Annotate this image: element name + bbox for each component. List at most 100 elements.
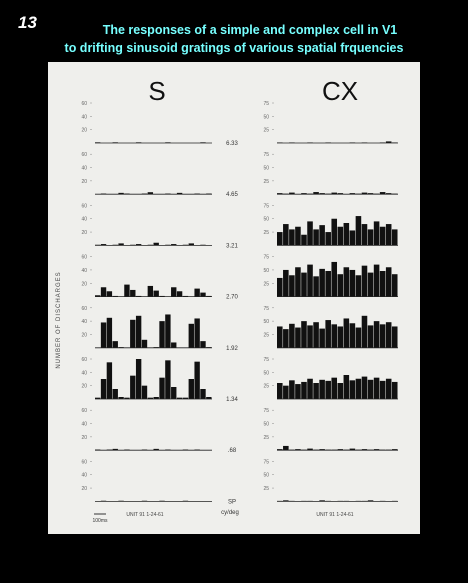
y-tick-label: 60 <box>81 459 87 465</box>
histogram-bar <box>379 380 386 399</box>
y-tick-label: 20 <box>81 486 87 492</box>
histogram-bar <box>277 383 283 399</box>
histogram-bar <box>289 275 295 297</box>
histogram-bar <box>188 379 194 399</box>
histogram-bar <box>307 325 313 348</box>
frequency-label: 6.33 <box>226 141 238 147</box>
histogram-bar <box>171 244 177 246</box>
histogram-bar <box>159 377 165 399</box>
y-tick-label: 25 <box>263 281 269 287</box>
histogram-bar <box>367 379 374 399</box>
histogram-bar <box>337 449 344 451</box>
histogram-bar <box>307 378 313 399</box>
histogram-bar <box>200 341 206 348</box>
histogram-bar <box>391 449 398 451</box>
histogram-bar <box>361 376 368 399</box>
histogram-bar <box>301 272 307 297</box>
y-tick-label: 20 <box>81 179 87 185</box>
y-tick-label: 50 <box>263 319 269 325</box>
histogram-bar <box>277 277 283 297</box>
histogram-bar <box>295 267 301 297</box>
histogram-bar <box>325 271 331 297</box>
y-tick-label: 40 <box>81 370 87 376</box>
histogram-bar <box>277 232 283 246</box>
histogram-bar <box>124 397 130 399</box>
histogram-bar <box>361 224 368 246</box>
y-tick-label: 60 <box>81 152 87 158</box>
histogram-bar <box>379 192 386 195</box>
histograms: 20 40 60 25 50 75 6.33 20 40 60 25 50 75 4.65 20 40 60 25… <box>81 101 398 505</box>
histogram-bar <box>361 192 368 195</box>
y-tick-label: 25 <box>263 128 269 134</box>
histogram-bar <box>95 397 101 399</box>
histogram-bar <box>385 141 392 143</box>
histogram-bar <box>165 360 171 399</box>
histogram-bar <box>379 226 386 246</box>
y-tick-label: 75 <box>263 101 269 107</box>
histogram-bar <box>349 230 356 246</box>
y-tick-label: 20 <box>81 281 87 287</box>
histogram-bar <box>141 339 148 348</box>
histogram-bar <box>283 329 289 348</box>
histogram-bar <box>367 229 374 246</box>
histogram-bar <box>373 321 380 348</box>
y-tick-label: 50 <box>263 370 269 376</box>
histogram-bar <box>355 216 362 246</box>
y-tick-label: 50 <box>263 422 269 428</box>
y-tick-label: 40 <box>81 268 87 274</box>
frequency-label: 1.92 <box>226 346 238 352</box>
histogram-bar <box>277 326 283 348</box>
histogram-bar <box>373 377 380 399</box>
frequency-label: SP <box>228 499 236 505</box>
y-tick-label: 60 <box>81 255 87 261</box>
histogram-bar <box>295 384 301 399</box>
y-tick-label: 75 <box>263 306 269 312</box>
frequency-label: 3.21 <box>226 243 238 249</box>
column-header: S <box>148 76 165 106</box>
histogram-bar <box>385 224 392 246</box>
histogram-bar <box>367 272 374 297</box>
histogram-bar <box>289 323 295 348</box>
histogram-bar <box>206 397 212 399</box>
histogram-bar <box>367 193 374 195</box>
histogram-bar <box>319 193 325 195</box>
histogram-bar <box>355 275 362 297</box>
y-tick-label: 20 <box>81 332 87 338</box>
histogram-bar <box>118 192 124 195</box>
histogram-bar <box>385 267 392 297</box>
histogram-bar <box>283 269 289 297</box>
histogram-bar <box>319 225 325 246</box>
unit-label: UNIT 91 1-24-61 <box>126 512 163 518</box>
histogram-bar <box>319 328 325 348</box>
figure-panel <box>48 62 420 534</box>
histogram-bar <box>188 323 194 348</box>
y-tick-label: 25 <box>263 230 269 236</box>
y-tick-label: 60 <box>81 357 87 363</box>
histogram-bar <box>331 218 338 246</box>
y-tick-label: 20 <box>81 384 87 390</box>
histogram-bar <box>355 378 362 399</box>
y-tick-label: 25 <box>263 332 269 338</box>
histogram-bar <box>367 325 374 348</box>
y-tick-label: 60 <box>81 408 87 414</box>
histogram-bar <box>194 318 200 348</box>
histogram-bar <box>307 448 313 451</box>
histogram-bar <box>319 500 325 502</box>
y-tick-label: 40 <box>81 217 87 223</box>
histogram-bar <box>135 359 142 399</box>
histogram-bar <box>361 315 368 348</box>
y-tick-label: 50 <box>263 114 269 120</box>
histogram-bar <box>112 389 118 399</box>
histogram-bar <box>295 449 301 451</box>
histogram-bar <box>313 276 319 297</box>
frequency-label: 2.70 <box>226 295 238 301</box>
histogram-bar <box>385 193 392 195</box>
y-tick-label: 40 <box>81 114 87 120</box>
y-tick-label: 75 <box>263 459 269 465</box>
unit-label: UNIT 91 1-24-61 <box>316 512 353 518</box>
histogram-bar <box>200 292 206 297</box>
histogram-bar <box>100 379 107 399</box>
histogram-bar <box>337 193 344 195</box>
histogram-bar <box>331 261 338 297</box>
histogram-bar <box>343 318 350 348</box>
